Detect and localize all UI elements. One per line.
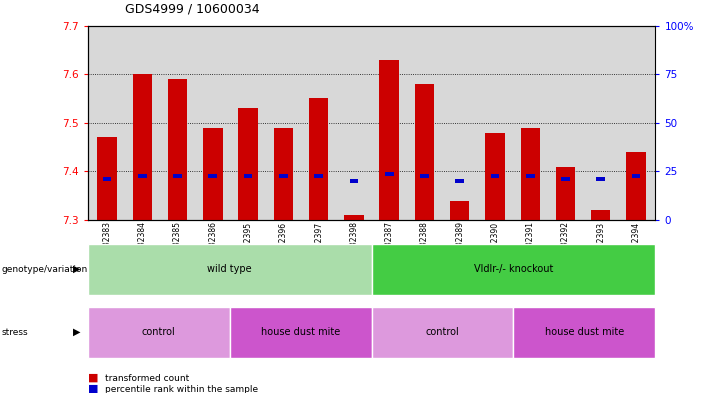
Bar bbox=[203, 128, 222, 220]
Text: ▶: ▶ bbox=[73, 327, 81, 337]
Text: house dust mite: house dust mite bbox=[261, 327, 340, 337]
Text: ▶: ▶ bbox=[73, 264, 81, 274]
Bar bbox=[561, 176, 570, 181]
Bar bbox=[556, 167, 576, 220]
Text: GDS4999 / 10600034: GDS4999 / 10600034 bbox=[125, 3, 260, 16]
Bar bbox=[420, 174, 429, 178]
Bar bbox=[168, 79, 187, 220]
Bar bbox=[415, 84, 434, 220]
Bar bbox=[273, 128, 293, 220]
Bar bbox=[244, 174, 252, 178]
Bar bbox=[238, 108, 258, 220]
Text: ■: ■ bbox=[88, 373, 98, 383]
Text: control: control bbox=[142, 327, 175, 337]
Bar bbox=[279, 174, 287, 178]
Bar bbox=[450, 200, 470, 220]
Bar bbox=[138, 174, 147, 178]
Bar bbox=[350, 179, 358, 184]
Bar bbox=[521, 128, 540, 220]
Bar bbox=[526, 174, 535, 178]
Text: genotype/variation: genotype/variation bbox=[1, 265, 88, 274]
Text: wild type: wild type bbox=[207, 264, 252, 274]
Bar bbox=[385, 172, 393, 176]
Text: ■: ■ bbox=[88, 384, 98, 393]
Bar bbox=[208, 174, 217, 178]
Text: stress: stress bbox=[1, 328, 28, 336]
Text: Vldlr-/- knockout: Vldlr-/- knockout bbox=[474, 264, 553, 274]
Bar bbox=[173, 174, 182, 178]
Text: transformed count: transformed count bbox=[105, 374, 189, 382]
Bar bbox=[309, 99, 328, 220]
Bar bbox=[591, 210, 611, 220]
Bar bbox=[314, 174, 323, 178]
Bar bbox=[485, 132, 505, 220]
Bar bbox=[632, 174, 641, 178]
Bar bbox=[491, 174, 499, 178]
Text: control: control bbox=[426, 327, 459, 337]
Bar bbox=[456, 179, 464, 184]
Bar bbox=[132, 74, 152, 220]
Bar bbox=[597, 176, 605, 181]
Text: percentile rank within the sample: percentile rank within the sample bbox=[105, 385, 258, 393]
Text: house dust mite: house dust mite bbox=[545, 327, 624, 337]
Bar bbox=[344, 215, 364, 220]
Bar bbox=[626, 152, 646, 220]
Bar bbox=[102, 176, 111, 181]
Bar bbox=[379, 60, 399, 220]
Bar bbox=[97, 138, 117, 220]
